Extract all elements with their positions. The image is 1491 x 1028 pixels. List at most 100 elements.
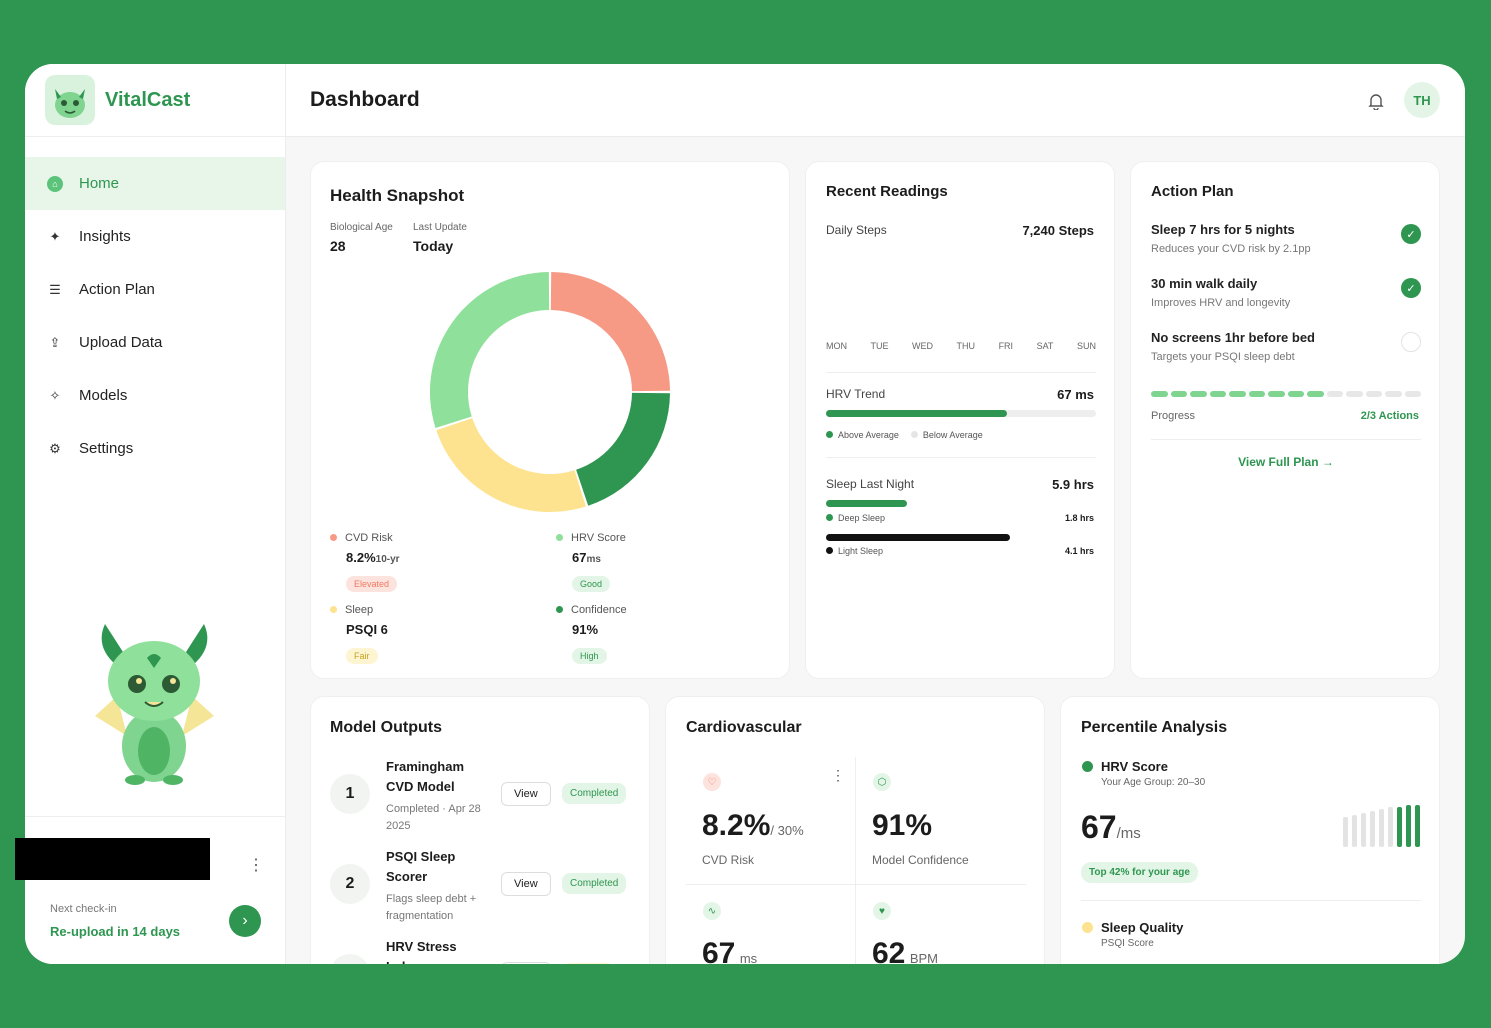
progress-segment [1248,391,1265,397]
metric-dot [556,534,563,541]
model-item: 1 Framingham CVD Model Completed · Apr 2… [330,757,635,842]
sleep-dot [1082,922,1093,933]
last-update-value: Today [413,238,454,254]
metric-badge: Fair [346,648,378,664]
deep-sleep-legend: Deep Sleep [826,513,885,523]
card-title: Cardiovascular [686,719,802,736]
metric-label: CVD Risk [345,532,393,544]
divider [1081,900,1421,901]
sidebar-item-label: Action Plan [79,281,155,298]
action-item[interactable]: No screens 1hr before bed Targets your P… [1151,330,1421,374]
check-icon[interactable]: ✓ [1401,224,1421,244]
weekday-axis: MON TUE WED THU FRI SAT SUN [826,341,1096,351]
deep-sleep-bar [826,500,907,507]
upload-icon: ⇪ [49,334,61,350]
confidence-label: Model Confidence [872,853,969,867]
metric-label: Confidence [571,604,627,616]
card-title: Health Snapshot [330,186,465,205]
sidebar: VitalCast ⌂ Home ✦ Insights ☰ Action Plan ⇪ Upl… [25,64,286,964]
avatar[interactable]: TH [1404,82,1440,118]
hrv-trend-label: HRV Trend [826,387,886,401]
metric-badge: Elevated [346,576,398,592]
hrv-trend-fill [826,410,1007,417]
status-badge: Running [562,963,616,964]
bell-icon[interactable] [1368,92,1384,115]
sidebar-item-action-plan[interactable]: ☰ Action Plan [25,263,285,316]
model-number: 3 [330,954,370,964]
view-button[interactable]: View [501,782,551,806]
home-icon: ⌂ [47,175,63,192]
model-outputs-card: Model Outputs 1 Framingham CVD Model Com… [310,696,650,964]
view-button[interactable]: View [501,872,551,896]
metric-value: 8.2% [346,550,376,565]
progress-segment [1151,391,1168,397]
sleep-last-night-label: Sleep Last Night [826,477,915,491]
health-donut-chart [430,272,670,512]
light-sleep-legend: Light Sleep [826,546,883,556]
sidebar-item-home[interactable]: ⌂ Home [25,157,285,210]
metric-label: Sleep [345,604,374,616]
model-icon: ✧ [49,387,61,403]
deep-sleep-value: 1.8 hrs [1064,513,1094,523]
brand[interactable]: VitalCast [25,64,285,137]
plan-progress-bar [1151,391,1421,397]
hrv-percentile-value: 67/ms [1081,809,1141,845]
model-number: 2 [330,864,370,904]
metric-value: 91% [572,622,599,637]
cvd-risk-value: 8.2%/ 30% [702,809,804,842]
action-title: Sleep 7 hrs for 5 nights [1151,222,1295,237]
percentile-analysis-card: Percentile Analysis HRV Score Your Age G… [1060,696,1440,964]
card-title: Action Plan [1151,183,1234,200]
progress-segment [1287,391,1304,397]
empty-check-icon[interactable] [1401,332,1421,352]
heart-rate-icon: ♥ [873,902,891,920]
sidebar-item-settings[interactable]: ⚙ Settings [25,422,285,475]
grid-divider-h [686,884,1026,885]
progress-value: 2/3 Actions [1360,410,1419,422]
gear-icon: ⚙ [49,440,61,456]
sidebar-item-models[interactable]: ✧ Models [25,369,285,422]
metric-dot [556,606,563,613]
sidebar-item-label: Upload Data [79,334,163,351]
card-title: Recent Readings [826,183,948,200]
logo-icon [45,75,95,125]
recent-readings-card: Recent Readings Daily Steps 7,240 Steps … [805,161,1115,679]
metric-dot [330,534,337,541]
hrv-score-label: HRV Score [1101,759,1168,774]
progress-segment [1404,391,1421,397]
sleep-quality-label: Sleep Quality [1101,920,1184,935]
view-button[interactable]: View [501,962,551,964]
hrv-trend-bar [826,410,1096,417]
divider [1151,439,1421,440]
metric-sleep: Sleep PSQI 6 Fair [330,604,388,664]
sidebar-item-upload-data[interactable]: ⇪ Upload Data [25,316,285,369]
sidebar-item-insights[interactable]: ✦ Insights [25,210,285,263]
redacted-user-block [15,838,210,880]
more-options-icon[interactable]: ⋮ [248,857,264,874]
age-group-label: Your Age Group: 20–30 [1101,777,1206,788]
page-title: Dashboard [310,88,420,111]
day-label: FRI [998,341,1014,351]
donut-slice-confidence [430,272,550,428]
bpm-value: 62 BPM [872,937,938,964]
grid-divider-v [855,757,856,964]
action-subtitle: Targets your PSQI sleep debt [1151,351,1295,363]
action-item[interactable]: Sleep 7 hrs for 5 nights Reduces your CV… [1151,222,1421,266]
action-item[interactable]: 30 min walk daily Improves HRV and longe… [1151,276,1421,320]
next-checkin-button[interactable]: › [229,905,261,937]
more-options-icon[interactable]: ⋮ [831,767,845,783]
sleep-last-night-value: 5.9 hrs [1052,477,1094,492]
donut-slice-sleep [436,418,586,512]
model-number: 1 [330,774,370,814]
progress-segment [1170,391,1187,397]
progress-segment [1326,391,1343,397]
hrv-legend: Above Average Below Average [826,430,983,440]
view-full-plan-link[interactable]: View Full Plan → [1238,455,1334,469]
action-plan-card: Action Plan Sleep 7 hrs for 5 nights Red… [1130,161,1440,679]
cardiovascular-card: Cardiovascular ♡ ⋮ 8.2%/ 30% CVD Risk ⬡ … [665,696,1045,964]
check-icon[interactable]: ✓ [1401,278,1421,298]
day-label: SAT [1036,341,1054,351]
divider [826,457,1096,458]
top-percent-badge: Top 42% for your age [1081,862,1198,883]
health-snapshot-card: Health Snapshot Biological Age 28 Last U… [310,161,790,679]
